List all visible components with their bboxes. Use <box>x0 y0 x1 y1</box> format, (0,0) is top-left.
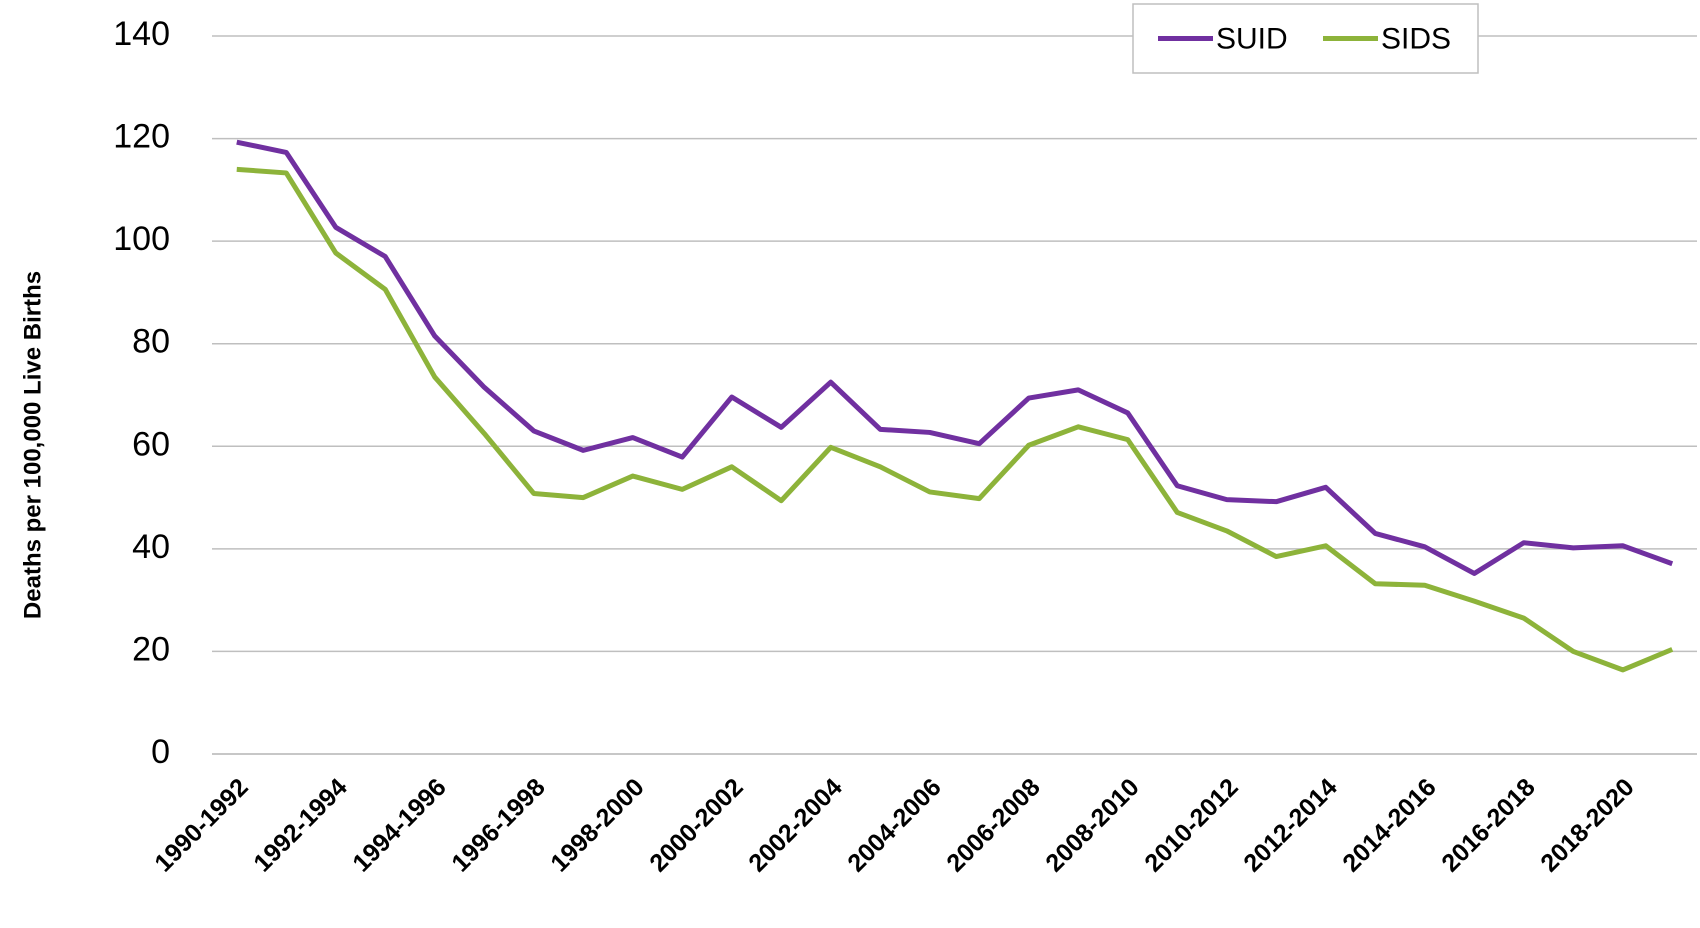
x-tick-label: 2012-2014 <box>1238 773 1342 877</box>
y-tick-label: 20 <box>132 630 170 668</box>
x-tick-label: 2014-2016 <box>1337 773 1441 877</box>
y-tick-label: 120 <box>113 118 170 156</box>
x-tick-label: 2000-2002 <box>644 773 748 877</box>
y-tick-label: 0 <box>151 733 170 771</box>
y-axis-label: Deaths per 100,000 Live Births <box>19 271 46 619</box>
x-tick-label: 2010-2012 <box>1139 773 1243 877</box>
y-tick-label: 100 <box>113 220 170 258</box>
x-tick-label: 2008-2010 <box>1040 773 1144 877</box>
x-tick-label: 2018-2020 <box>1535 773 1639 877</box>
x-tick-label: 2004-2006 <box>842 773 946 877</box>
legend-label: SUID <box>1216 22 1288 55</box>
y-tick-label: 60 <box>132 425 170 463</box>
legend-label: SIDS <box>1381 22 1451 55</box>
y-tick-label: 80 <box>132 323 170 361</box>
x-tick-label: 1992-1994 <box>248 773 352 877</box>
x-tick-label: 1990-1992 <box>149 773 253 877</box>
x-tick-label: 2002-2004 <box>743 773 847 877</box>
x-tick-label: 1994-1996 <box>347 773 451 877</box>
y-tick-label: 40 <box>132 528 170 566</box>
y-tick-label: 140 <box>113 15 170 53</box>
x-tick-label: 2006-2008 <box>941 773 1045 877</box>
line-series <box>236 139 1674 576</box>
x-tick-label: 1998-2000 <box>545 773 649 877</box>
x-tick-label: 2016-2018 <box>1436 773 1540 877</box>
line-series <box>236 166 1674 673</box>
x-tick-label: 1996-1998 <box>446 773 550 877</box>
